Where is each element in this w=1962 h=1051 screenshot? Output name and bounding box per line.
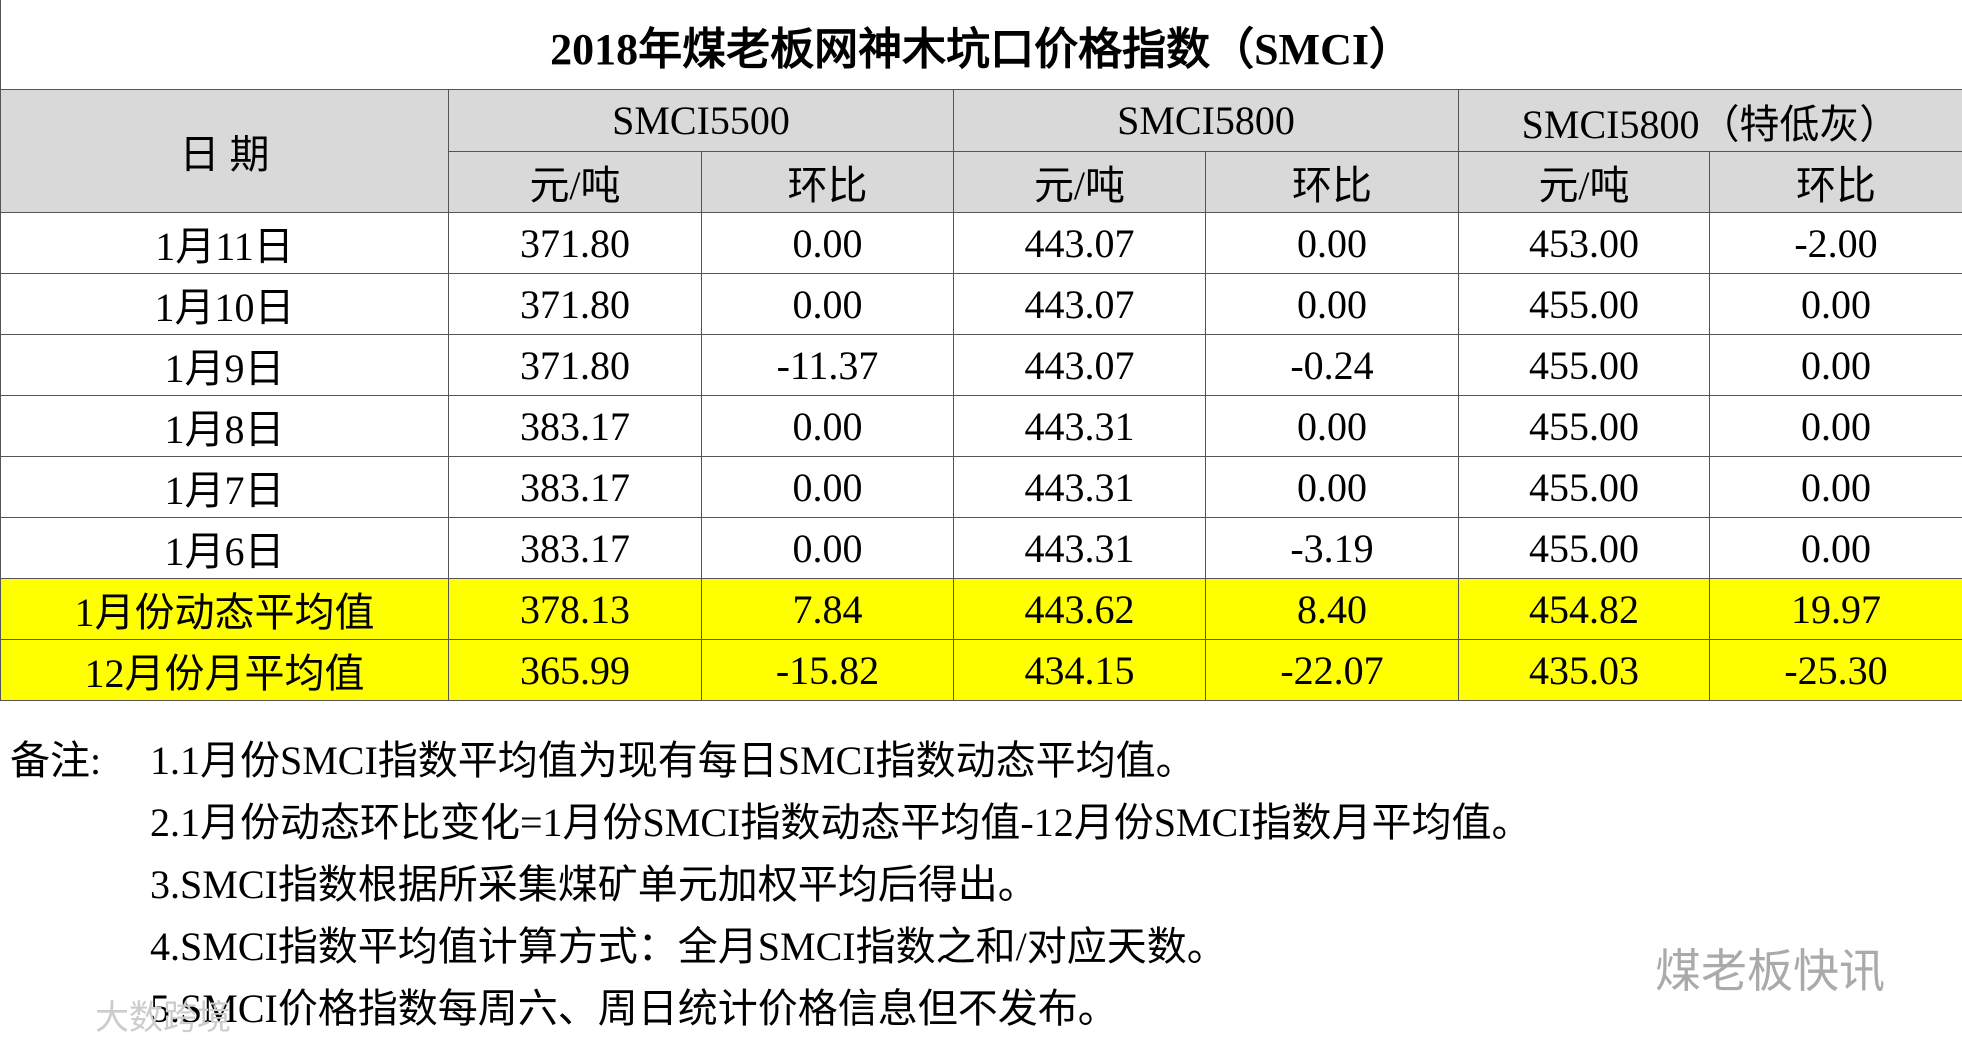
title: 2018年煤老板网神木坑口价格指数（SMCI） [0,0,1962,90]
note-item: 5.SMCI价格指数每周六、周日统计价格信息但不发布。 [150,986,1118,1031]
cell: 383.17 [448,456,702,518]
notes: 备注: 1.1月份SMCI指数平均值为现有每日SMCI指数动态平均值。 2.1月份… [10,730,1532,1040]
cell: 371.80 [448,273,702,335]
subheader-cell: 元/吨 [1458,151,1710,213]
subheader-row: 元/吨 环比 元/吨 环比 元/吨 环比 [1,151,1962,213]
cell: 0.00 [1708,456,1962,518]
row-label: 1月份动态平均值 [0,578,449,640]
cell: 383.17 [448,395,702,457]
table-row: 12月份月平均值 365.99 -15.82 434.15 -22.07 435.03 -2… [0,639,1962,701]
row-label: 1月6日 [0,517,449,579]
cell: 443.62 [953,578,1206,640]
cell: 455.00 [1458,334,1710,396]
cell: 443.07 [953,212,1206,274]
title-row: 2018年煤老板网神木坑口价格指数（SMCI） [0,0,1962,90]
cell: 443.31 [953,395,1206,457]
cell: 0.00 [1708,273,1962,335]
cell: 453.00 [1458,212,1710,274]
cell: 0.00 [701,395,954,457]
cell: 371.80 [448,212,702,274]
row-label: 1月10日 [0,273,449,335]
watermark: 煤老板快讯 [1655,944,1885,998]
cell: 0.00 [1205,456,1459,518]
cell: 0.00 [1708,517,1962,579]
cell: 455.00 [1458,517,1710,579]
cell: 434.15 [953,639,1206,701]
row-label: 12月份月平均值 [0,639,449,701]
table-row: 1月11日 371.80 0.00 443.07 0.00 453.00 -2.00 [0,212,1962,274]
table-row: 1月份动态平均值 378.13 7.84 443.62 8.40 454.82 19.97 [0,578,1962,640]
cell: 0.00 [1708,395,1962,457]
cell: 443.07 [953,273,1206,335]
cell: 19.97 [1708,578,1962,640]
subheader-cell: 元/吨 [448,151,702,213]
cell: -25.30 [1708,639,1962,701]
cell: 0.00 [701,212,954,274]
table-row: 1月9日 371.80 -11.37 443.07 -0.24 455.00 0.00 [0,334,1962,396]
header-group: SMCI5500 [448,89,954,152]
cell: 378.13 [448,578,702,640]
cell: -11.37 [701,334,954,396]
header-row: 日 期 SMCI5500 SMCI5800 SMCI5800（特低灰） [0,89,1962,213]
table-row: 1月8日 383.17 0.00 443.31 0.00 455.00 0.00 [0,395,1962,457]
cell: 0.00 [701,517,954,579]
cell: 443.31 [953,456,1206,518]
cell: 0.00 [1205,273,1459,335]
cell: 455.00 [1458,456,1710,518]
cell: 435.03 [1458,639,1710,701]
cell: 454.82 [1458,578,1710,640]
cell: 0.00 [701,273,954,335]
table-body: 2018年煤老板网神木坑口价格指数（SMCI） 日 期 SMCI5500 SMC… [0,0,1962,701]
notes-label: 备注: [10,738,102,783]
cell: 365.99 [448,639,702,701]
cell: 0.00 [701,456,954,518]
note-item: 3.SMCI指数根据所采集煤矿单元加权平均后得出。 [150,862,1038,907]
cell: 0.00 [1205,212,1459,274]
header-group: SMCI5800（特低灰） [1457,89,1962,152]
subheader-cell: 环比 [701,151,954,213]
cell: 0.00 [1708,334,1962,396]
cell: -2.00 [1708,212,1962,274]
cell: 7.84 [701,578,954,640]
cell: 455.00 [1458,273,1710,335]
cell: -3.19 [1205,517,1459,579]
subheader-cell: 环比 [1205,151,1459,213]
cell: 8.40 [1205,578,1459,640]
cell: 443.31 [953,517,1206,579]
row-label: 1月9日 [0,334,449,396]
cell: 371.80 [448,334,702,396]
note-item: 2.1月份动态环比变化=1月份SMCI指数动态平均值-12月份SMCI指数月平均… [150,800,1532,845]
watermark: 大数跨境 [95,998,231,1038]
cell: 443.07 [953,334,1206,396]
table-row: 1月10日 371.80 0.00 443.07 0.00 455.00 0.00 [0,273,1962,335]
row-label: 1月11日 [0,212,449,274]
cell: 383.17 [448,517,702,579]
row-label: 1月7日 [0,456,449,518]
header-group: SMCI5800 [953,89,1459,152]
cell: -22.07 [1205,639,1459,701]
price-table: 2018年煤老板网神木坑口价格指数（SMCI） 日 期 SMCI5500 SMC… [0,0,1962,701]
cell: 0.00 [1205,395,1459,457]
table-row: 1月7日 383.17 0.00 443.31 0.00 455.00 0.00 [0,456,1962,518]
subheader-cell: 元/吨 [953,151,1206,213]
cell: -0.24 [1205,334,1459,396]
cell: -15.82 [701,639,954,701]
cell: 455.00 [1458,395,1710,457]
note-item: 1.1月份SMCI指数平均值为现有每日SMCI指数动态平均值。 [150,738,1196,783]
subheader-cell: 环比 [1708,151,1962,213]
table-row: 1月6日 383.17 0.00 443.31 -3.19 455.00 0.00 [0,517,1962,579]
row-label: 1月8日 [0,395,449,457]
header-date: 日 期 [0,89,449,213]
note-item: 4.SMCI指数平均值计算方式：全月SMCI指数之和/对应天数。 [150,924,1227,969]
